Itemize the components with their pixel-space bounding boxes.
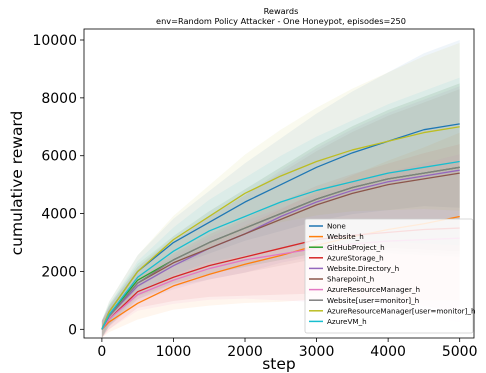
x-tick-label: 1000: [156, 344, 192, 360]
legend-label-website-directory-h: Website.Directory_h: [327, 264, 399, 273]
chart-subtitle: env=Random Policy Attacker - One Honeypo…: [156, 16, 406, 26]
y-tick-label: 4000: [41, 207, 77, 223]
legend-label-website-user-monitor-h: Website[user=monitor]_h: [327, 296, 419, 305]
y-axis: 0 2000 4000 6000 8000 10000: [32, 33, 84, 338]
series-line-website-user-monitor-h: [101, 166, 460, 330]
legend-label-sharepoint-h: Sharepoint_h: [327, 275, 374, 284]
chart-title: Rewards: [264, 6, 299, 16]
x-axis-label: step: [262, 355, 296, 373]
series-line-azureresourcemanager-user-monitor-h: [101, 126, 460, 330]
legend-label-azureresourcemanager-h: AzureResourceManager_h: [327, 285, 420, 294]
plot-area-frame: [83, 28, 475, 339]
y-tick-label: 0: [68, 322, 77, 338]
series-line-website-directory-h: [101, 169, 460, 330]
x-tick-label: 0: [97, 344, 106, 360]
x-tick-label: 5000: [442, 344, 478, 360]
series-line-azurevm-h: [101, 160, 460, 330]
legend-label-none: None: [327, 222, 346, 231]
x-tick-label: 4000: [370, 344, 406, 360]
legend-label-githubproject-h: GitHubProject_h: [327, 243, 385, 252]
y-tick-label: 2000: [41, 264, 77, 280]
y-tick-label: 10000: [32, 33, 77, 49]
y-axis-label: cumulative reward: [8, 111, 26, 256]
y-tick-label: 8000: [41, 91, 77, 107]
legend-label-azurestorage-h: AzureStorage_h: [327, 253, 384, 262]
x-tick-label: 2000: [227, 344, 263, 360]
x-axis: 0 1000 2000 3000 4000 5000: [97, 338, 478, 360]
legend-label-azurevm-h: AzureVM_h: [327, 317, 367, 326]
legend-box: [304, 218, 474, 334]
legend-label-website-h: Website_h: [327, 232, 364, 241]
y-tick-label: 6000: [41, 149, 77, 165]
x-tick-label: 3000: [299, 344, 335, 360]
band-website-directory-h: [101, 86, 460, 338]
band-azureresourcemanager-user-monitor-h: [101, 42, 460, 339]
legend-label-azureresourcemanager-user-monitor-h: AzureResourceManager[user=monitor]_h: [327, 306, 476, 315]
band-azurevm-h: [101, 77, 460, 338]
band-none: [101, 39, 460, 338]
